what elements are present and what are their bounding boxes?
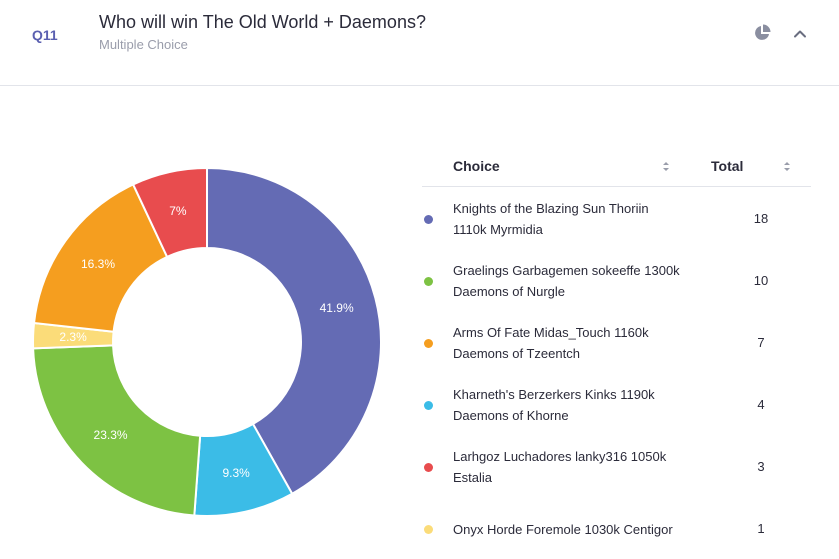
choice-total: 7 [757, 335, 765, 350]
legend-dot [424, 339, 433, 348]
choice-label-line: Larhgoz Luchadores lanky316 1050k [453, 449, 667, 464]
choice-label: Larhgoz Luchadores lanky316 1050k Estalia [453, 446, 698, 488]
choice-label-line: Arms Of Fate Midas_Touch 1160k [453, 325, 649, 340]
table-header: Choice Total [422, 146, 811, 187]
choice-label-line: Kharneth's Berzerkers Kinks 1190k [453, 387, 655, 402]
table-row: Kharneth's Berzerkers Kinks 1190k Daemons… [422, 373, 811, 435]
slice-percent-label: 7% [169, 204, 187, 218]
table-row: Knights of the Blazing Sun Thoriin 1110k … [422, 187, 811, 249]
sort-icon[interactable] [783, 160, 791, 173]
legend-dot [424, 525, 433, 534]
choice-column-header[interactable]: Choice [453, 158, 500, 174]
question-type: Multiple Choice [99, 37, 188, 52]
donut-chart: 41.9% 9.3% 23.3% 2.3% 16.3% 7% [32, 166, 382, 517]
table-row: Graelings Garbagemen sokeeffe 1300k Daemo… [422, 249, 811, 311]
question-header: Q11 Who will win The Old World + Daemons… [0, 0, 839, 86]
pie-slice[interactable] [32, 183, 169, 333]
chevron-up-icon[interactable] [793, 27, 807, 41]
slice-percent-label: 16.3% [81, 257, 115, 271]
choice-label-line: Onyx Horde Foremole 1030k Centigor [453, 522, 673, 537]
slice-percent-label: 2.3% [59, 330, 87, 344]
table-row: Onyx Horde Foremole 1030k Centigor 1 [422, 497, 811, 559]
choice-label: Onyx Horde Foremole 1030k Centigor [453, 519, 698, 540]
question-title: Who will win The Old World + Daemons? [99, 12, 426, 32]
choice-total: 4 [757, 397, 765, 412]
legend-dot [424, 401, 433, 410]
slice-percent-label: 23.3% [94, 428, 128, 442]
results-table: Choice Total Knights of the Blazing Sun … [422, 146, 811, 559]
choice-label-line: Graelings Garbagemen sokeeffe 1300k [453, 263, 680, 278]
choice-total: 3 [757, 459, 765, 474]
choice-total: 10 [753, 273, 769, 288]
table-body: Knights of the Blazing Sun Thoriin 1110k … [422, 187, 811, 559]
slice-percent-label: 41.9% [320, 301, 354, 315]
choice-total: 1 [757, 521, 765, 536]
legend-dot [424, 215, 433, 224]
question-number: Q11 [32, 27, 58, 43]
choice-label: Kharneth's Berzerkers Kinks 1190k Daemons… [453, 384, 698, 426]
choice-label: Arms Of Fate Midas_Touch 1160k Daemons of… [453, 322, 698, 364]
choice-label: Graelings Garbagemen sokeeffe 1300k Daemo… [453, 260, 698, 302]
slice-percent-label: 9.3% [222, 466, 250, 480]
pie-chart-icon[interactable] [753, 24, 771, 42]
legend-dot [424, 463, 433, 472]
pie-slice[interactable] [206, 166, 382, 496]
pie-slice[interactable] [32, 344, 202, 517]
choice-label: Knights of the Blazing Sun Thoriin 1110k … [453, 198, 698, 240]
choice-label-line: Daemons of Nurgle [453, 284, 565, 299]
pie-slice[interactable] [131, 166, 208, 259]
table-row: Arms Of Fate Midas_Touch 1160k Daemons of… [422, 311, 811, 373]
choice-total: 18 [753, 211, 769, 226]
choice-label-line: Knights of the Blazing Sun Thoriin [453, 201, 649, 216]
choice-label-line: Daemons of Khorne [453, 408, 569, 423]
choice-label-line: Estalia [453, 470, 493, 485]
table-row: Larhgoz Luchadores lanky316 1050k Estalia… [422, 435, 811, 497]
sort-icon[interactable] [662, 160, 670, 173]
legend-dot [424, 277, 433, 286]
choice-label-line: 1110k Myrmidia [453, 222, 543, 237]
choice-label-line: Daemons of Tzeentch [453, 346, 580, 361]
total-column-header[interactable]: Total [711, 158, 744, 174]
